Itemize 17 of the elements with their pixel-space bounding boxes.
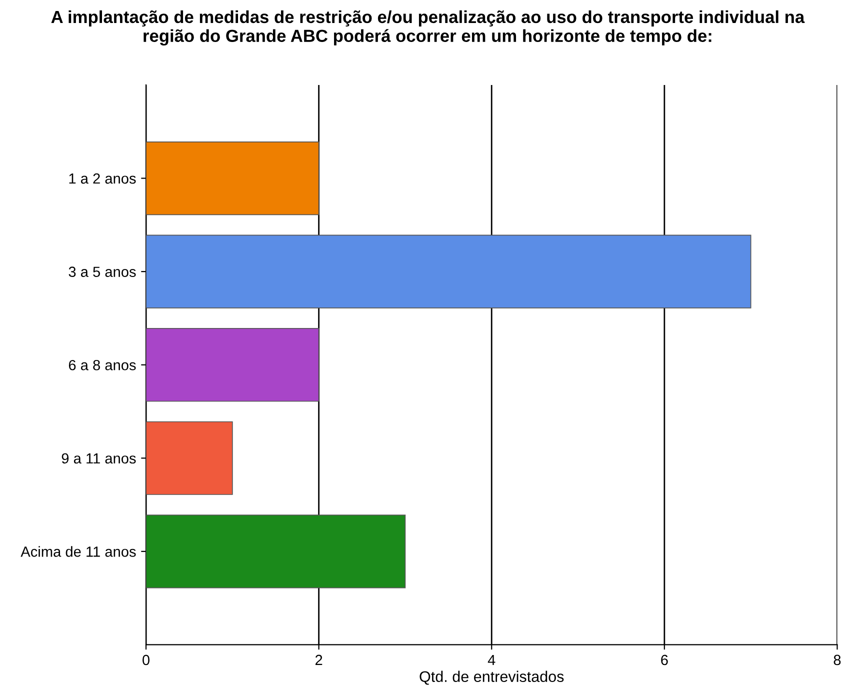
x-tick-label: 2: [315, 654, 322, 665]
bar: [146, 141, 320, 216]
x-tick-label: 0: [142, 654, 150, 666]
y-tick-label: 1 a 2 anos: [69, 173, 136, 184]
x-tick-label: 6: [661, 654, 668, 666]
bar: [146, 421, 233, 495]
x-tick-label: 4: [488, 654, 496, 665]
x-tick-label: 8: [834, 654, 841, 666]
y-tick-label: 3 a 5 anos: [68, 266, 136, 277]
bar: [146, 328, 320, 402]
y-tick-label: 6 a 8 anos: [68, 360, 136, 370]
chart-title: A implantação de medidas de restrição e/ou penalização ao uso do transporte individual na região do Grande ABC poderá ocorrer em um horizonte de tempo de:: [51, 10, 805, 46]
bar: [146, 234, 752, 308]
y-tick-label: 9 a 11 anos: [62, 453, 136, 464]
bar: [146, 514, 406, 588]
y-tick-label: Acima de 11 anos: [20, 546, 136, 557]
x-axis-title: Qtd. de entrevistados: [420, 670, 564, 685]
